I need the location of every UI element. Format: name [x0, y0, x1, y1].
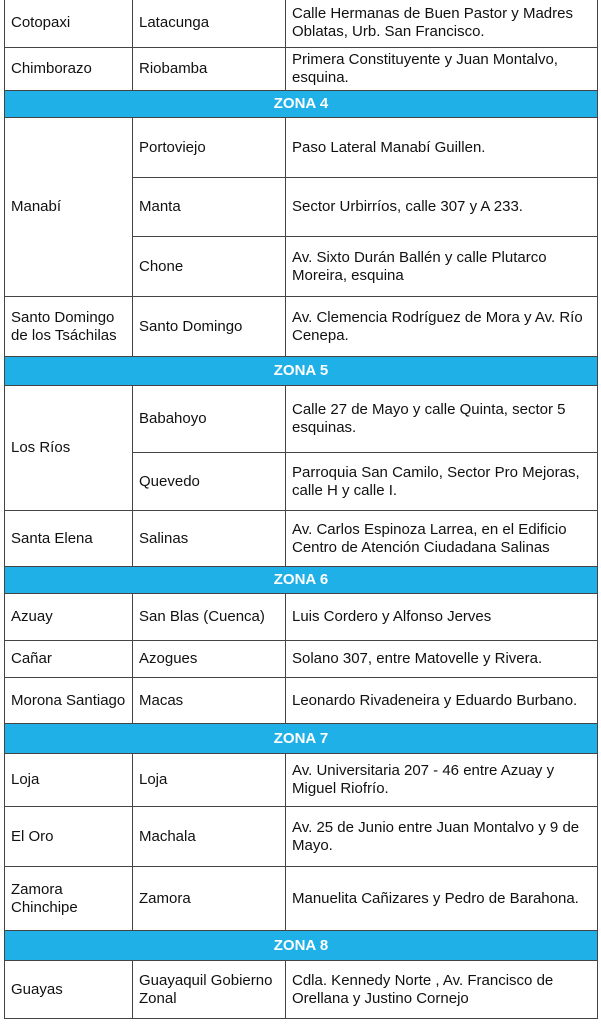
city-cell: Zamora [132, 866, 286, 931]
zone-header: ZONA 4 [4, 90, 598, 118]
zone-header: ZONA 8 [4, 930, 598, 961]
city-cell: Santo Domingo [132, 296, 286, 357]
zone-header-row: ZONA 4 [4, 90, 598, 118]
province-cell: Cañar [4, 640, 133, 678]
table-row: Cotopaxi Latacunga Calle Hermanas de Buen … [4, 0, 598, 48]
address-cell: Av. Clemencia Rodríguez de Mora y Av. Rí… [285, 296, 598, 357]
zone-header-row: ZONA 7 [4, 723, 598, 754]
city-cell: Riobamba [132, 47, 286, 91]
province-cell: Chimborazo [4, 47, 133, 91]
city-cell: Latacunga [132, 0, 286, 48]
city-cell: Azogues [132, 640, 286, 678]
province-cell: Azuay [4, 593, 133, 641]
zone-header: ZONA 6 [4, 566, 598, 594]
table-row: Santo Domingo de los Tsáchilas Santo Domi… [4, 296, 598, 357]
province-cell: Guayas [4, 960, 133, 1019]
table-row: Santa Elena Salinas Av. Carlos Espinoza La… [4, 510, 598, 567]
city-cell: Babahoyo [132, 385, 286, 453]
city-cell: Salinas [132, 510, 286, 567]
address-cell: Cdla. Kennedy Norte , Av. Francisco de O… [285, 960, 598, 1019]
address-cell: Av. Universitaria 207 - 46 entre Azuay y… [285, 753, 598, 807]
zonal-offices-table: Cotopaxi Latacunga Calle Hermanas de Buen … [4, 0, 598, 1019]
city-cell: Quevedo [132, 452, 286, 511]
address-cell: Av. Carlos Espinoza Larrea, en el Edific… [285, 510, 598, 567]
address-cell: Solano 307, entre Matovelle y Rivera. [285, 640, 598, 678]
table-row: Los Ríos Babahoyo Calle 27 de Mayo y calle… [4, 385, 598, 511]
province-cell: Los Ríos [4, 385, 133, 511]
table-row: Manabí Portoviejo Paso Lateral Manabí Guil… [4, 117, 598, 297]
table-row: Chimborazo Riobamba Primera Constituyente … [4, 47, 598, 91]
zone-header: ZONA 5 [4, 356, 598, 386]
table-row: Chone Av. Sixto Durán Ballén y calle Plut… [5, 236, 598, 297]
city-cell: Portoviejo [132, 117, 286, 178]
address-cell: Primera Constituyente y Juan Montalvo, e… [285, 47, 598, 91]
zone-header-row: ZONA 5 [4, 356, 598, 386]
address-cell: Manuelita Cañizares y Pedro de Barahona. [285, 866, 598, 931]
city-cell: Macas [132, 677, 286, 724]
province-cell: Cotopaxi [4, 0, 133, 48]
address-cell: Luis Cordero y Alfonso Jerves [285, 593, 598, 641]
zone-header-row: ZONA 8 [4, 930, 598, 961]
province-cell: Manabí [4, 117, 133, 297]
city-cell: Loja [132, 753, 286, 807]
city-cell: Manta [132, 177, 286, 237]
table-row: Morona Santiago Macas Leonardo Rivadeneira… [4, 677, 598, 724]
city-cell: Guayaquil Gobierno Zonal [132, 960, 286, 1019]
table-row: Manta Sector Urbirríos, calle 307 y A 233… [5, 177, 598, 237]
address-cell: Paso Lateral Manabí Guillen. [285, 117, 598, 178]
table-row: El Oro Machala Av. 25 de Junio entre Juan … [4, 806, 598, 867]
address-cell: Av. 25 de Junio entre Juan Montalvo y 9 … [285, 806, 598, 867]
province-cell: Santa Elena [4, 510, 133, 567]
address-cell: Parroquia San Camilo, Sector Pro Mejoras… [285, 452, 598, 511]
province-cell: Santo Domingo de los Tsáchilas [4, 296, 133, 357]
address-cell: Sector Urbirríos, calle 307 y A 233. [285, 177, 598, 237]
table-row: Guayas Guayaquil Gobierno Zonal Cdla. Kenn… [4, 960, 598, 1019]
address-cell: Calle 27 de Mayo y calle Quinta, sector … [285, 385, 598, 453]
table-row: Azuay San Blas (Cuenca) Luis Cordero y Alf… [4, 593, 598, 641]
zone-header-row: ZONA 6 [4, 566, 598, 594]
province-cell: Zamora Chinchipe [4, 866, 133, 931]
city-cell: San Blas (Cuenca) [132, 593, 286, 641]
address-cell: Av. Sixto Durán Ballén y calle Plutarco … [285, 236, 598, 297]
address-cell: Calle Hermanas de Buen Pastor y Madres O… [285, 0, 598, 48]
table-row: Loja Loja Av. Universitaria 207 - 46 entre… [4, 753, 598, 807]
table-row: Zamora Chinchipe Zamora Manuelita Cañizare… [4, 866, 598, 931]
zone-header: ZONA 7 [4, 723, 598, 754]
table-row: Quevedo Parroquia San Camilo, Sector Pro … [5, 452, 598, 511]
city-cell: Machala [132, 806, 286, 867]
province-cell: Loja [4, 753, 133, 807]
province-cell: Morona Santiago [4, 677, 133, 724]
address-cell: Leonardo Rivadeneira y Eduardo Burbano. [285, 677, 598, 724]
table-row: Cañar Azogues Solano 307, entre Matovelle … [4, 640, 598, 678]
city-cell: Chone [132, 236, 286, 297]
province-cell: El Oro [4, 806, 133, 867]
